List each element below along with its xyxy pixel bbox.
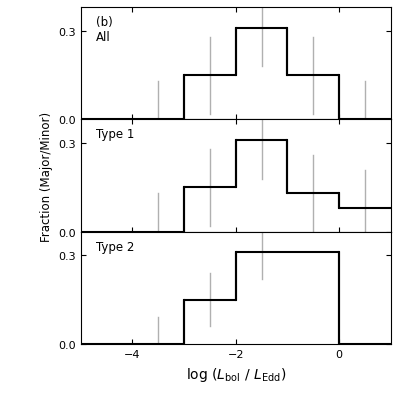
Y-axis label: Fraction (Major/Minor): Fraction (Major/Minor) bbox=[39, 111, 52, 241]
Text: Type 2: Type 2 bbox=[96, 240, 135, 253]
X-axis label: log ($L_\mathregular{bol}$ / $L_\mathregular{Edd}$): log ($L_\mathregular{bol}$ / $L_\mathreg… bbox=[186, 364, 286, 383]
Text: (b)
All: (b) All bbox=[96, 16, 113, 44]
Text: Type 1: Type 1 bbox=[96, 128, 135, 141]
